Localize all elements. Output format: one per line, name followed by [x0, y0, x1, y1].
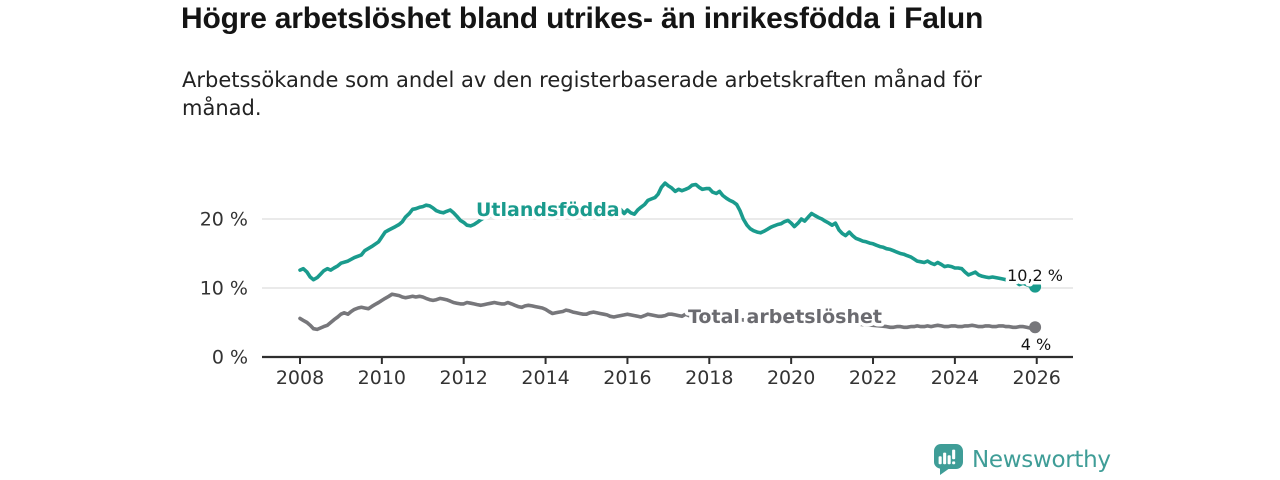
newsworthy-logo-icon [934, 444, 963, 475]
x-tick-label: 2014 [521, 367, 569, 389]
x-tick-label: 2008 [276, 367, 324, 389]
x-tick-label: 2018 [685, 367, 733, 389]
y-tick-label: 10 % [200, 278, 248, 300]
x-tick-label: 2024 [931, 367, 979, 389]
newsworthy-logo-text: Newsworthy [972, 446, 1111, 473]
series-label: Total arbetslöshet [688, 306, 882, 328]
series-end-dot [1029, 280, 1042, 293]
x-tick-label: 2022 [849, 367, 897, 389]
logo-bar-chart-glyph [938, 449, 956, 465]
series-line-total-arbetsloshet [298, 292, 1037, 332]
y-tick-label: 20 % [200, 209, 248, 231]
chart-subtitle: Arbetssökande som andel av den registerb… [182, 66, 1082, 122]
series-end-value-label: 4 % [1021, 335, 1051, 354]
x-tick-label: 2016 [603, 367, 651, 389]
page-title: Högre arbetslöshet bland utrikes- än inr… [181, 2, 984, 35]
series-line-utlandsfodda [298, 181, 1037, 290]
series-end-dot [1029, 321, 1042, 334]
y-tick-label: 0 % [212, 347, 248, 369]
subtitle-line-1: Arbetssökande som andel av den registerb… [182, 68, 982, 92]
x-tick-label: 2010 [358, 367, 406, 389]
subtitle-line-2: månad. [182, 96, 262, 120]
newsworthy-logo[interactable]: Newsworthy [934, 444, 1111, 475]
x-tick-label: 2012 [440, 367, 488, 389]
x-tick-label: 2020 [767, 367, 815, 389]
x-tick-label: 2026 [1013, 367, 1061, 389]
series-label: Utlandsfödda [476, 199, 620, 221]
series-end-value-label: 10,2 % [1007, 266, 1063, 285]
